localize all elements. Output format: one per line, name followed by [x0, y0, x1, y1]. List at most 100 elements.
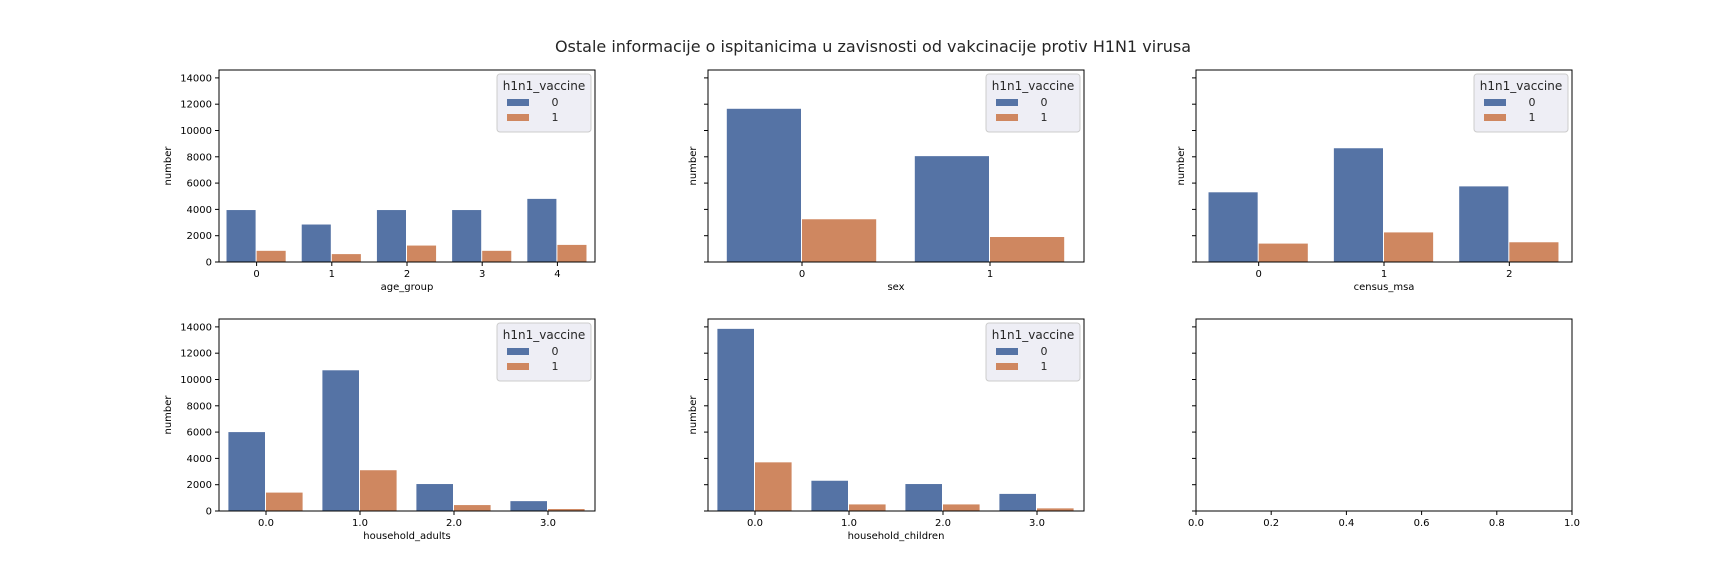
- bar-series-0-3: [452, 210, 482, 262]
- x-tick-label: 0: [253, 269, 259, 280]
- bar-series-0-1.0: [322, 370, 359, 511]
- legend: h1n1_vaccine 0 1: [496, 322, 592, 382]
- x-tick-label: 3: [479, 269, 485, 280]
- x-axis-label: household_children: [848, 531, 945, 542]
- bar-series-1-3.0: [548, 509, 585, 511]
- bar-series-0-4: [527, 198, 557, 262]
- x-tick-label: 1: [329, 269, 335, 280]
- legend-label-0: 0: [1041, 96, 1048, 109]
- x-tick-label: 1: [1381, 269, 1387, 280]
- bar-series-1-1: [1384, 232, 1434, 262]
- x-tick-label: 0.6: [1414, 518, 1430, 529]
- legend-label-0: 0: [552, 96, 559, 109]
- subplot-4: 0 2000 4000 6000 8000 10000 12000 14000 0.0 1.0 2.…: [163, 318, 596, 542]
- axes-frame: [707, 69, 1085, 263]
- bar-series-0-2: [376, 210, 406, 262]
- legend-title: h1n1_vaccine: [503, 79, 585, 93]
- x-axis-label: age_group: [381, 282, 434, 293]
- legend-label-1: 1: [552, 360, 559, 373]
- legend-swatch-0: [507, 348, 529, 355]
- bar-series-1-0: [256, 250, 286, 262]
- y-tick-label: 4000: [187, 454, 212, 465]
- bar-series-1-0.0: [266, 492, 303, 511]
- bar-series-0-2.0: [905, 484, 942, 511]
- x-tick-label: 3.0: [1029, 518, 1045, 529]
- x-tick-label: 2.0: [935, 518, 951, 529]
- legend-title: h1n1_vaccine: [1480, 79, 1562, 93]
- subplot-2: 0 1 sex number h1n1_vaccine 0 1: [688, 69, 1085, 293]
- x-tick-label: 0.8: [1489, 518, 1505, 529]
- x-tick-label: 0: [1255, 269, 1261, 280]
- bar-series-0-0.0: [228, 432, 265, 511]
- y-tick-label: 14000: [180, 322, 212, 333]
- y-tick-label: 10000: [180, 126, 212, 137]
- bar-series-0-2.0: [416, 484, 453, 511]
- legend-swatch-1: [1484, 114, 1506, 121]
- x-tick-label: 0.2: [1263, 518, 1279, 529]
- y-tick-label: 0: [206, 258, 212, 269]
- y-axis-label: number: [163, 395, 174, 435]
- axes-frame: [707, 318, 1085, 512]
- x-tick-label: 2.0: [446, 518, 462, 529]
- x-axis-label: sex: [887, 282, 904, 293]
- legend-label-1: 1: [552, 111, 559, 124]
- legend-swatch-0: [507, 99, 529, 106]
- bar-series-0-1: [914, 156, 989, 262]
- bar-series-1-1.0: [360, 470, 397, 511]
- bar-series-1-2.0: [943, 504, 980, 511]
- x-tick-label: 4: [554, 269, 560, 280]
- bar-series-1-3.0: [1037, 508, 1074, 511]
- legend-swatch-0: [1484, 99, 1506, 106]
- y-tick-label: 0: [206, 507, 212, 518]
- bar-series-0-1.0: [811, 480, 848, 511]
- bar-series-1-2.0: [454, 505, 491, 511]
- legend-swatch-1: [507, 363, 529, 370]
- legend-title: h1n1_vaccine: [992, 79, 1074, 93]
- figure-title: Ostale informacije o ispitanicima u zavi…: [555, 37, 1191, 56]
- y-axis-label: number: [1176, 146, 1187, 186]
- y-tick-label: 2000: [187, 480, 212, 491]
- x-tick-label: 1.0: [352, 518, 368, 529]
- bar-series-1-1.0: [849, 504, 886, 511]
- bar-series-0-0: [726, 108, 801, 262]
- legend-title: h1n1_vaccine: [992, 328, 1074, 342]
- y-tick-label: 6000: [187, 428, 212, 439]
- legend-swatch-1: [996, 363, 1018, 370]
- legend-label-0: 0: [1041, 345, 1048, 358]
- x-tick-label: 0.0: [1188, 518, 1204, 529]
- legend: h1n1_vaccine 0 1: [1473, 73, 1569, 133]
- y-tick-label: 2000: [187, 231, 212, 242]
- bar-series-1-1: [331, 254, 361, 262]
- x-tick-label: 0.0: [747, 518, 763, 529]
- x-tick-label: 0: [799, 269, 805, 280]
- y-axis-label: number: [688, 146, 699, 186]
- x-tick-label: 1: [987, 269, 993, 280]
- legend: h1n1_vaccine 0 1: [985, 322, 1081, 382]
- x-tick-label: 2: [404, 269, 410, 280]
- legend-swatch-1: [507, 114, 529, 121]
- bar-series-1-0: [1258, 243, 1308, 262]
- x-tick-label: 1.0: [1564, 518, 1580, 529]
- bar-series-1-1: [990, 237, 1065, 262]
- x-axis-label: census_msa: [1354, 282, 1415, 293]
- legend-label-0: 0: [1529, 96, 1536, 109]
- x-tick-label: 0.0: [258, 518, 274, 529]
- legend-label-1: 1: [1529, 111, 1536, 124]
- x-tick-label: 0.4: [1338, 518, 1354, 529]
- x-tick-label: 3.0: [540, 518, 556, 529]
- bar-series-1-0: [802, 219, 877, 262]
- bar-series-0-0.0: [717, 328, 754, 511]
- legend-swatch-0: [996, 348, 1018, 355]
- subplot-3: 0 1 2 census_msa number h1n1_vaccine 0 1: [1176, 69, 1573, 293]
- y-tick-label: 8000: [187, 401, 212, 412]
- y-axis-label: number: [163, 146, 174, 186]
- legend-swatch-1: [996, 114, 1018, 121]
- x-tick-label: 2: [1506, 269, 1512, 280]
- axes-frame: [218, 318, 596, 512]
- legend: h1n1_vaccine 0 1: [496, 73, 592, 133]
- legend-label-1: 1: [1041, 360, 1048, 373]
- y-tick-label: 8000: [187, 152, 212, 163]
